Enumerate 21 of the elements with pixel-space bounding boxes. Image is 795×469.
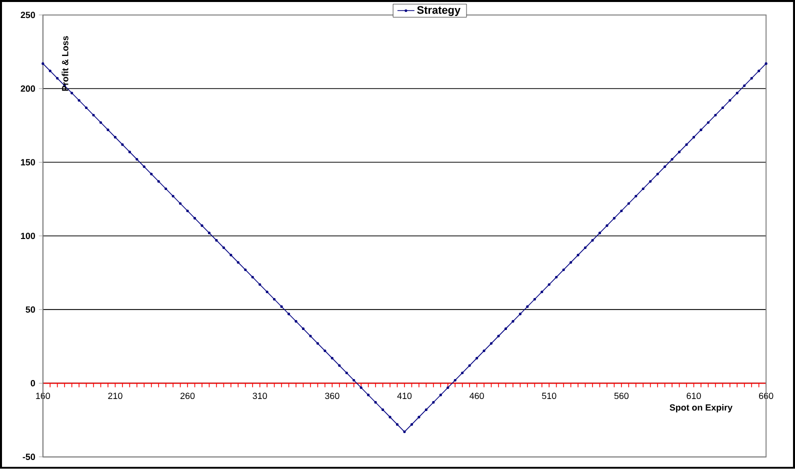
x-tick-label: 460 (470, 392, 484, 400)
y-axis-title: Profit & Loss (62, 36, 68, 91)
x-tick-label: 160 (36, 392, 50, 400)
x-tick-label: 410 (397, 392, 412, 400)
y-tick-label: 100 (21, 232, 36, 240)
y-tick-label: 250 (20, 12, 36, 18)
y-tick-label: 50 (26, 306, 36, 313)
legend-label: Strategy (417, 6, 460, 16)
x-tick-label: 360 (325, 392, 340, 400)
y-tick-label: 200 (20, 86, 36, 92)
y-tick-label: -50 (22, 454, 36, 460)
x-tick-label: 210 (108, 392, 122, 400)
y-tick-label: 0 (30, 380, 36, 386)
x-tick-label: 660 (759, 392, 774, 400)
x-tick-label: 260 (180, 392, 195, 400)
x-tick-label: 610 (686, 392, 701, 400)
y-tick-label: 150 (21, 159, 36, 166)
x-tick-label: 510 (542, 392, 556, 400)
x-tick-label: 310 (252, 392, 267, 400)
x-axis-title: Spot on Expiry (670, 404, 732, 412)
x-tick-label: 560 (614, 392, 629, 400)
